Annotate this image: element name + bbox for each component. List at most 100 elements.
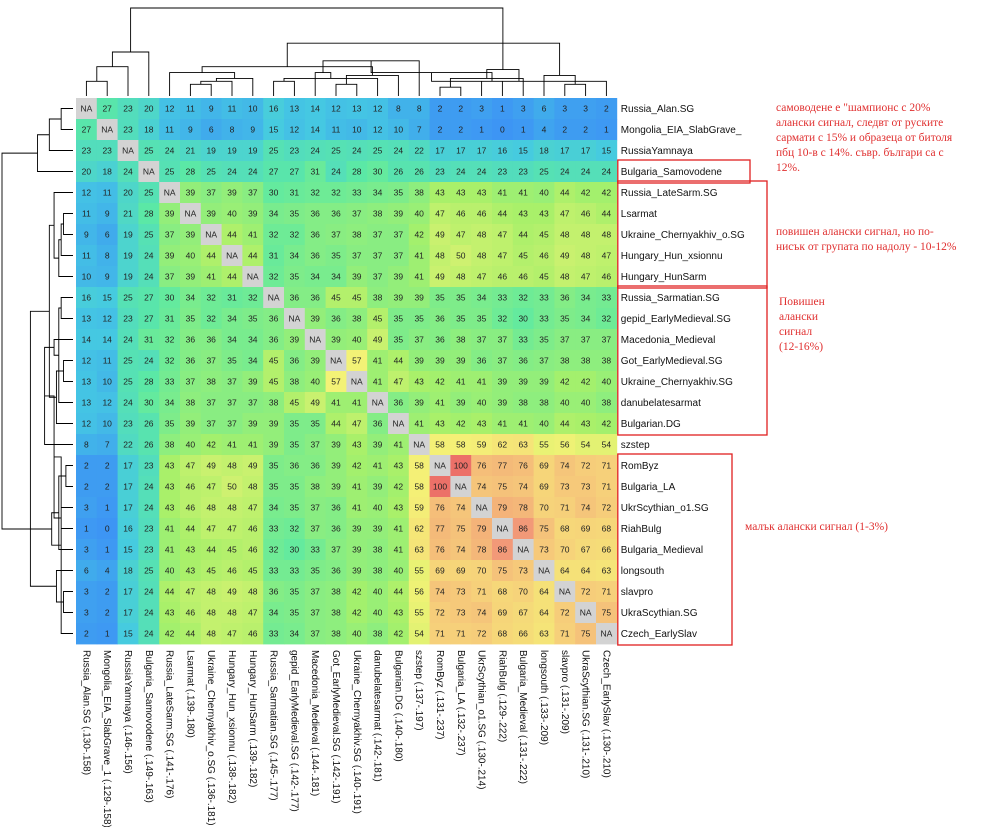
- cell-value: 17: [477, 146, 487, 156]
- heatmap-cell: [284, 413, 306, 435]
- cell-value: 71: [560, 629, 570, 639]
- heatmap-cell: [76, 308, 98, 330]
- cell-value: 43: [165, 461, 175, 471]
- heatmap-cell: [242, 623, 264, 645]
- heatmap-cell: [346, 329, 368, 351]
- cell-value: 37: [373, 230, 383, 240]
- cell-value: 3: [479, 104, 484, 114]
- heatmap-cell: [304, 350, 326, 372]
- cell-value: 38: [373, 293, 383, 303]
- heatmap-cell: [367, 203, 389, 225]
- heatmap-cell: [263, 224, 285, 246]
- heatmap-cell: [533, 182, 555, 204]
- heatmap-cell: [575, 560, 597, 582]
- cell-value: 76: [518, 461, 528, 471]
- heatmap-cell: [471, 371, 493, 393]
- heatmap-cell: [492, 455, 514, 477]
- heatmap-cell: [388, 203, 410, 225]
- heatmap-cell: [512, 518, 534, 540]
- heatmap-cell: [533, 98, 555, 120]
- row-label: Bulgaria_LA: [621, 482, 676, 493]
- heatmap-cell: [180, 140, 202, 162]
- heatmap-cell: [263, 434, 285, 456]
- cell-value: 27: [144, 293, 154, 303]
- cell-value: 35: [290, 482, 300, 492]
- cell-value: 39: [414, 398, 424, 408]
- heatmap-cell: [450, 518, 472, 540]
- heatmap-cell: [367, 224, 389, 246]
- cell-value: 48: [227, 503, 237, 513]
- heatmap-cell: [492, 140, 514, 162]
- heatmap-cell: [221, 182, 243, 204]
- heatmap-cell: [284, 623, 306, 645]
- cell-value: 14: [102, 335, 112, 345]
- heatmap-cell: [450, 560, 472, 582]
- cell-value: 47: [560, 209, 570, 219]
- heatmap-cell: [408, 98, 430, 120]
- heatmap-cell: [388, 140, 410, 162]
- cell-value: 42: [602, 188, 612, 198]
- heatmap-cell: [367, 539, 389, 561]
- heatmap-cell: [533, 308, 555, 330]
- cell-value: NA: [143, 167, 155, 177]
- cell-value: NA: [559, 587, 571, 597]
- cell-value: 38: [602, 356, 612, 366]
- heatmap-cell: [242, 560, 264, 582]
- heatmap-cell: [596, 539, 618, 561]
- cell-value: 39: [186, 188, 196, 198]
- heatmap-cell: [159, 560, 181, 582]
- heatmap-cell: [76, 476, 98, 498]
- heatmap-cell: [263, 203, 285, 225]
- heatmap-cell: [492, 182, 514, 204]
- cell-value: 6: [209, 125, 214, 135]
- cell-value: 23: [518, 167, 528, 177]
- heatmap-cell: [159, 497, 181, 519]
- cell-value: 37: [310, 608, 320, 618]
- cell-value: 40: [373, 503, 383, 513]
- cell-value: 38: [560, 356, 570, 366]
- heatmap-cell: [346, 476, 368, 498]
- heatmap-cell: [138, 581, 160, 603]
- heatmap-cell: [492, 476, 514, 498]
- heatmap-cell: [575, 581, 597, 603]
- cell-value: 36: [331, 314, 341, 324]
- heatmap-cell: [200, 245, 222, 267]
- cell-value: 46: [186, 503, 196, 513]
- heatmap-cell: [284, 98, 306, 120]
- cell-value: 9: [105, 272, 110, 282]
- cell-value: 42: [581, 188, 591, 198]
- cell-value: 35: [248, 314, 258, 324]
- cell-value: 31: [269, 251, 279, 261]
- cell-value: 39: [186, 230, 196, 240]
- heatmap-cell: [512, 203, 534, 225]
- cell-value: 70: [518, 587, 528, 597]
- heatmap-cell: [471, 329, 493, 351]
- cell-value: 39: [394, 293, 404, 303]
- cell-value: 6: [542, 104, 547, 114]
- heatmap-cell: [367, 140, 389, 162]
- heatmap-cell: [325, 371, 347, 393]
- heatmap-cell: [512, 119, 534, 141]
- cell-value: 34: [186, 293, 196, 303]
- heatmap-cell: [512, 329, 534, 351]
- cell-value: 36: [310, 251, 320, 261]
- heatmap-cell: [408, 602, 430, 624]
- cell-value: 40: [394, 566, 404, 576]
- heatmap-cell: [596, 308, 618, 330]
- heatmap-cell: [159, 350, 181, 372]
- heatmap-cell: [575, 224, 597, 246]
- heatmap-cell: [533, 371, 555, 393]
- cell-value: 6: [105, 230, 110, 240]
- heatmap-cell: [221, 623, 243, 645]
- cell-value: 35: [310, 419, 320, 429]
- heatmap-cell: [96, 119, 118, 141]
- cell-value: 74: [518, 482, 528, 492]
- cell-value: 19: [248, 146, 258, 156]
- heatmap-cell: [346, 623, 368, 645]
- heatmap-cell: [242, 161, 264, 183]
- heatmap-cell: [450, 287, 472, 309]
- cell-value: 31: [227, 293, 237, 303]
- heatmap-cell: [200, 560, 222, 582]
- heatmap-cell: [138, 413, 160, 435]
- cell-value: 27: [82, 125, 92, 135]
